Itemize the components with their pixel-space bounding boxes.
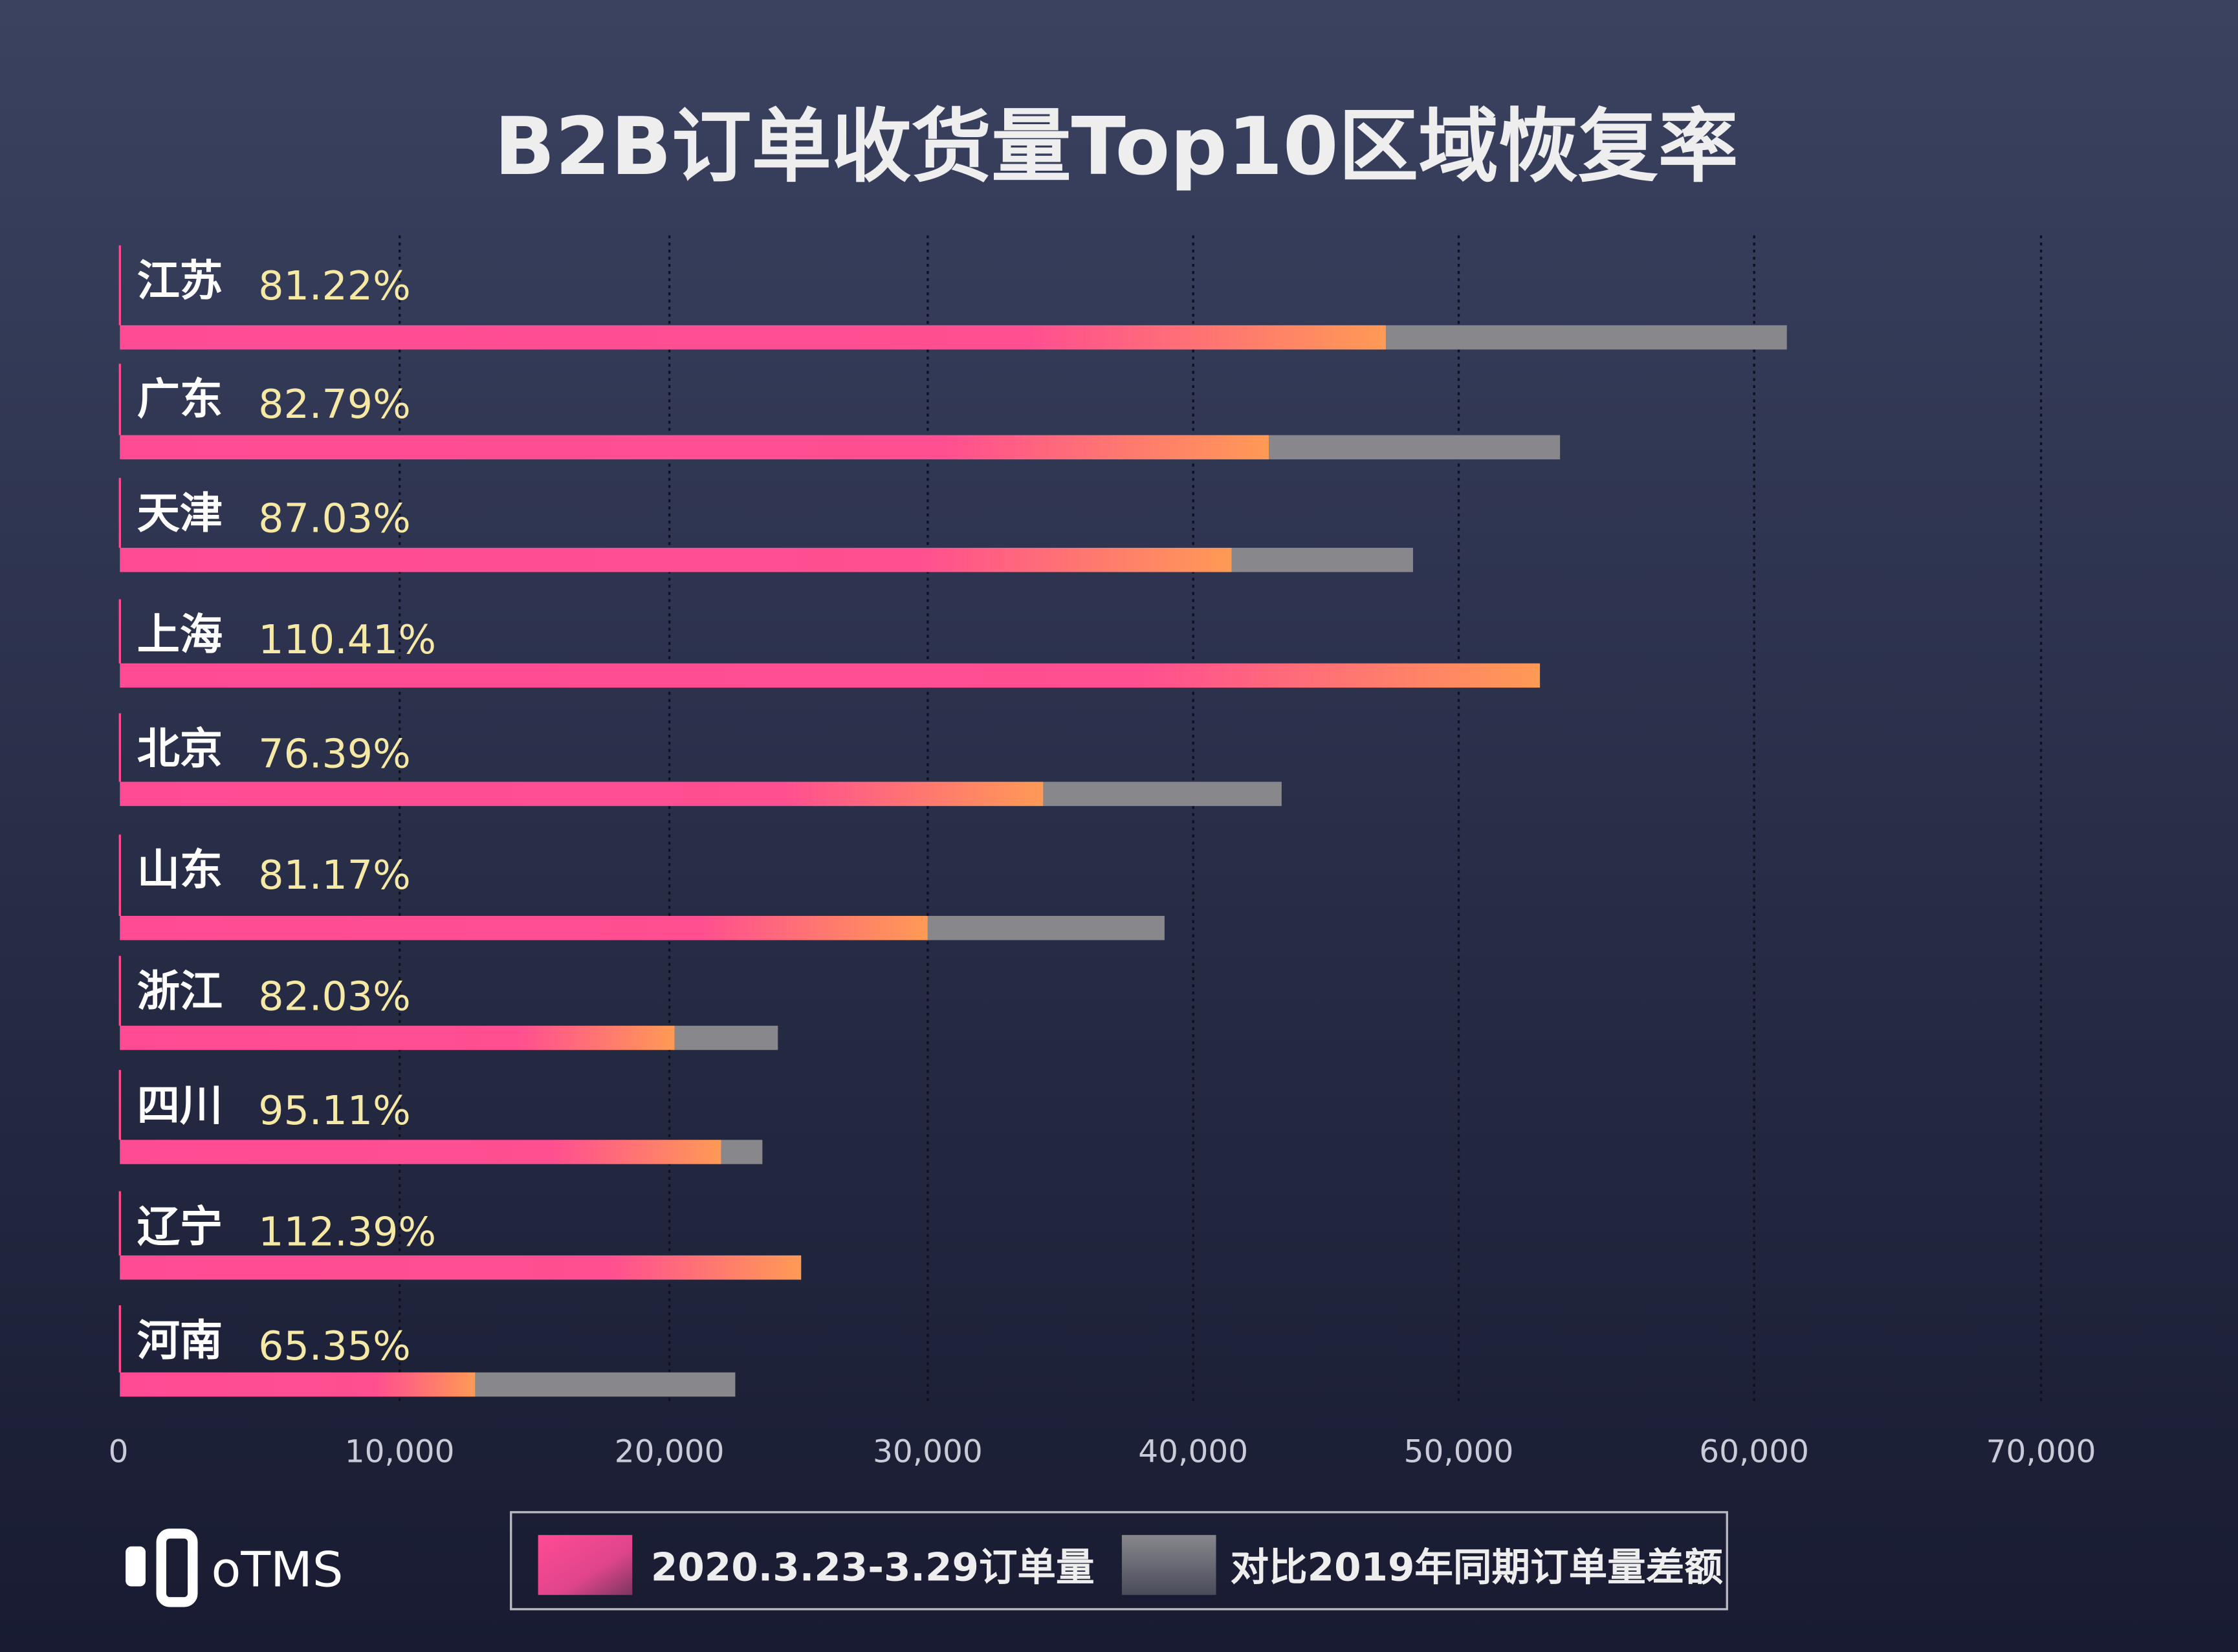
bar-diff [1043, 781, 1282, 807]
x-tick-label: 50,000 [1404, 1434, 1514, 1470]
region-label: 广东 [137, 375, 223, 424]
bar-2020 [120, 325, 1387, 350]
bar-diff [475, 1372, 736, 1397]
bar-2020 [120, 915, 928, 940]
bar-diff [674, 1025, 778, 1050]
bar-diff [1269, 435, 1561, 460]
bar-diff [721, 1140, 763, 1164]
bar-2020 [120, 663, 1541, 688]
region-label: 山东 [137, 845, 223, 895]
x-tick-label: 0 [109, 1434, 129, 1470]
row: 山东 81.17% [118, 834, 1165, 940]
region-label: 上海 [137, 610, 223, 660]
row: 浙江 82.03% [118, 955, 778, 1050]
bar-2020 [120, 1255, 802, 1280]
logo: oTMS [126, 1528, 343, 1607]
row: 上海 110.41% [118, 599, 1541, 688]
legend-swatch-2020 [538, 1535, 633, 1595]
region-label: 浙江 [137, 966, 223, 1016]
row: 广东 82.79% [118, 364, 1561, 460]
row: 天津 87.03% [118, 477, 1413, 572]
x-tick-label: 40,000 [1138, 1434, 1248, 1470]
recovery-rate-label: 81.17% [258, 852, 410, 898]
region-label: 北京 [137, 724, 223, 774]
recovery-rate-label: 110.41% [258, 616, 436, 663]
region-label: 河南 [137, 1316, 223, 1365]
recovery-rate-label: 87.03% [258, 495, 410, 542]
row: 辽宁 112.39% [118, 1191, 802, 1280]
recovery-rate-label: 65.35% [258, 1323, 410, 1369]
row: 四川 95.11% [118, 1070, 763, 1164]
recovery-rate-label: 82.03% [258, 973, 410, 1020]
legend: 2020.3.23-3.29订单量 对比2019年同期订单量差额 [510, 1511, 1728, 1611]
x-tick-label: 20,000 [615, 1434, 725, 1470]
bar-2020 [120, 435, 1269, 460]
region-label: 辽宁 [137, 1202, 223, 1252]
x-tick-label: 70,000 [1986, 1434, 2096, 1470]
legend-label-diff: 对比2019年同期订单量差额 [1231, 1546, 1724, 1591]
x-tick-label: 60,000 [1699, 1434, 1809, 1470]
region-label: 天津 [137, 488, 223, 538]
logo-text: oTMS [211, 1541, 343, 1598]
bar-2020 [120, 1140, 721, 1164]
recovery-rate-label: 95.11% [258, 1087, 410, 1134]
chart-title: B2B订单收货量Top10区域恢复率 [494, 100, 1739, 193]
bar-2020 [120, 781, 1044, 807]
bar-diff [1386, 325, 1787, 350]
row: 江苏 81.22% [118, 245, 1787, 350]
bar-diff [927, 915, 1165, 940]
row: 河南 65.35% [118, 1305, 736, 1397]
x-tick-label: 10,000 [345, 1434, 455, 1470]
bar-2020 [120, 1372, 476, 1397]
legend-label-2020: 2020.3.23-3.29订单量 [651, 1546, 1095, 1591]
otms-logo-icon [126, 1528, 198, 1607]
region-label: 江苏 [137, 256, 223, 306]
x-tick-label: 30,000 [873, 1434, 983, 1470]
region-label: 四川 [137, 1080, 223, 1130]
bar-diff [1231, 547, 1413, 572]
bar-2020 [120, 547, 1232, 572]
recovery-rate-label: 112.39% [258, 1208, 436, 1255]
legend-swatch-diff [1121, 1535, 1216, 1595]
bar-2020 [120, 1025, 675, 1050]
recovery-rate-label: 81.22% [258, 263, 410, 309]
recovery-rate-label: 76.39% [258, 731, 410, 777]
row: 北京 76.39% [118, 713, 1282, 807]
recovery-rate-label: 82.79% [258, 381, 410, 428]
